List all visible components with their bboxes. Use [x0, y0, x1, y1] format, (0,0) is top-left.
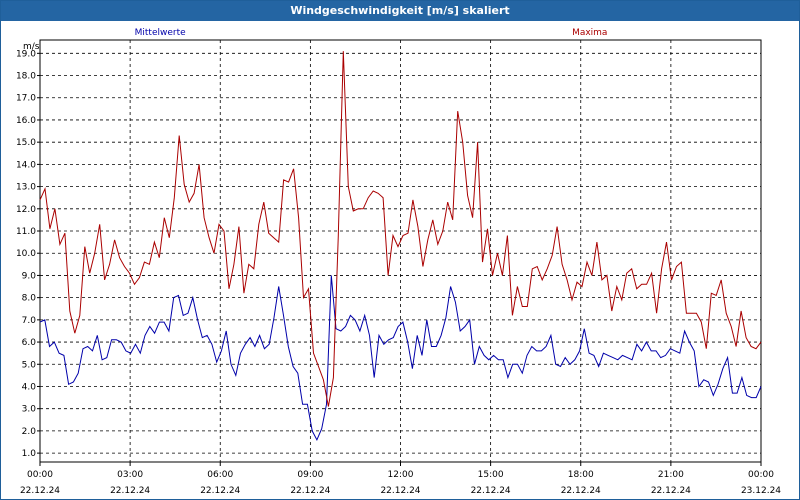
- x-tick-time: 21:00: [658, 470, 684, 480]
- y-axis: 1.0 2.0 3.0 4.0 5.0 6.0 7.0 8.0 9.0 10.0 11.0 12.0 1…: [16, 49, 40, 459]
- x-tick-time: 06:00: [207, 470, 233, 480]
- y-tick-label: 15.0: [16, 138, 36, 148]
- x-tick-date: 22.12.24: [200, 486, 240, 496]
- y-tick-label: 5.0: [22, 360, 37, 370]
- y-tick-label: 19.0: [16, 49, 36, 59]
- y-tick-label: 4.0: [22, 382, 37, 392]
- x-tick-date: 23.12.24: [741, 486, 781, 496]
- x-tick-time: 15:00: [478, 470, 504, 480]
- y-tick-label: 16.0: [16, 116, 36, 126]
- y-tick-label: 18.0: [16, 72, 36, 82]
- y-tick-label: 3.0: [22, 405, 37, 415]
- y-axis-unit: m/s: [23, 42, 40, 52]
- legend: Mittelwerte Maxima: [135, 28, 608, 38]
- series-line-1: [39, 51, 762, 407]
- x-tick-time: 03:00: [117, 470, 143, 480]
- x-tick-date: 22.12.24: [380, 486, 420, 496]
- x-tick-time: 12:00: [388, 470, 414, 480]
- y-tick-label: 9.0: [22, 271, 37, 281]
- y-tick-label: 10.0: [16, 249, 36, 259]
- y-tick-label: 11.0: [16, 227, 36, 237]
- y-tick-label: 17.0: [16, 94, 36, 104]
- x-tick-time: 09:00: [297, 470, 323, 480]
- x-tick-time: 00:00: [27, 470, 53, 480]
- y-tick-label: 1.0: [22, 449, 37, 459]
- y-tick-label: 8.0: [22, 294, 37, 304]
- x-tick-time: 00:00: [748, 470, 774, 480]
- x-tick-date: 22.12.24: [290, 486, 330, 496]
- x-tick-time: 18:00: [568, 470, 594, 480]
- y-tick-label: 12.0: [16, 205, 36, 215]
- x-tick-date: 22.12.24: [471, 486, 511, 496]
- x-tick-date: 22.12.24: [20, 486, 60, 496]
- x-axis: 00:00 22.12.24 03:00 22.12.24 06:00 22.12.24 0…: [20, 462, 781, 496]
- y-tick-label: 7.0: [22, 316, 37, 326]
- series-lines: [39, 51, 762, 441]
- window-title: Windgeschwindigkeit [m/s] skaliert: [1, 1, 799, 21]
- legend-entry-1: Maxima: [572, 28, 607, 38]
- y-tick-label: 6.0: [22, 338, 37, 348]
- x-tick-date: 22.12.24: [561, 486, 601, 496]
- y-tick-label: 13.0: [16, 183, 36, 193]
- series-line-0: [39, 275, 762, 441]
- legend-entry-0: Mittelwerte: [135, 28, 186, 38]
- x-tick-date: 22.12.24: [651, 486, 691, 496]
- y-tick-label: 2.0: [22, 427, 37, 437]
- wind-speed-chart: 1.0 2.0 3.0 4.0 5.0 6.0 7.0 8.0 9.0 10.0 11.0 12.0 1…: [16, 28, 781, 496]
- x-tick-date: 22.12.24: [110, 486, 150, 496]
- y-tick-label: 14.0: [16, 160, 36, 170]
